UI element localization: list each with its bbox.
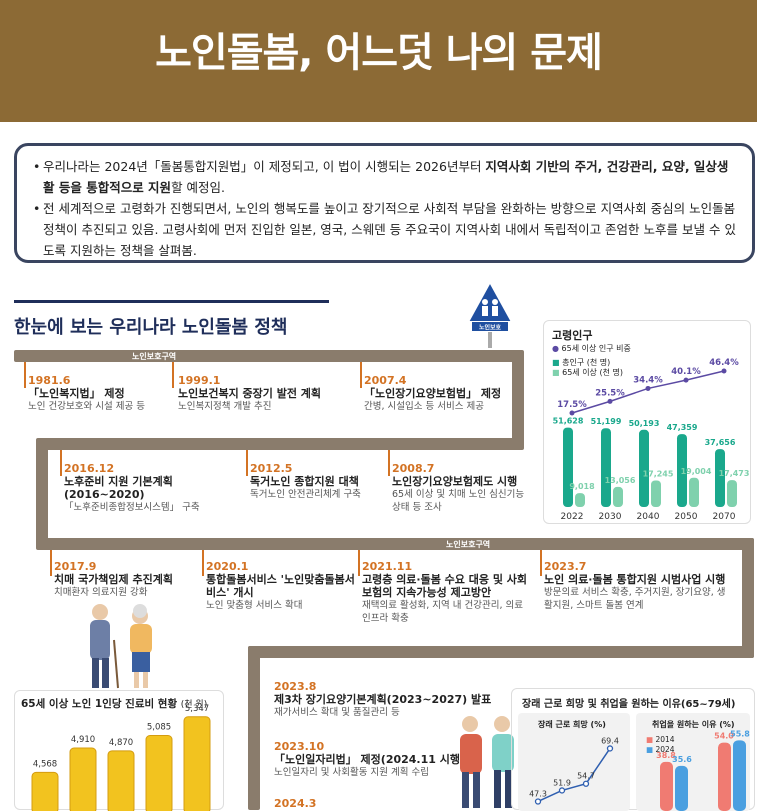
ratio-point xyxy=(646,386,651,391)
work-chart-card: 장래 근로 희망 및 취업을 원하는 이유(65~79세) 장래 근로 희망 (… xyxy=(511,688,755,810)
cost-chart: 4,568 4,910 4,870 5,085 5,347 xyxy=(15,691,225,811)
road-segment-2 xyxy=(36,438,524,450)
bar-total xyxy=(601,428,611,507)
bar-2014 xyxy=(718,743,731,811)
bar-total xyxy=(639,430,649,507)
road-segment-1 xyxy=(14,350,524,362)
intro-paragraph-1: 우리나라는 2024년「돌봄통합지원법」이 제정되고, 이 법이 시행되는 20… xyxy=(33,156,738,198)
intro-p1-text: 우리나라는 2024년「돌봄통합지원법」이 제정되고, 이 법이 시행되는 20… xyxy=(43,159,485,174)
x-tick-label: 2050 xyxy=(675,512,698,522)
label-total: 51,199 xyxy=(591,417,622,426)
elderly-couple-illustration xyxy=(72,600,172,690)
bar-total xyxy=(563,428,573,507)
senior-zone-sign-icon: 노인보호 xyxy=(466,280,514,332)
work-point xyxy=(608,746,613,751)
coin-label: 5,085 xyxy=(147,723,171,733)
work-point-label: 54.7 xyxy=(577,772,595,781)
intro-paragraph-2: 전 세계적으로 고령화가 진행되면서, 노인의 행복도를 높이고 장기적으로 사… xyxy=(33,198,738,261)
bar-elder xyxy=(727,480,737,507)
bar-elder xyxy=(575,493,585,507)
x-tick-label: 2040 xyxy=(637,512,660,522)
label-elder: 17,245 xyxy=(643,469,674,478)
coin-stack xyxy=(108,751,134,811)
intro-p1-end: 할 예정임. xyxy=(171,180,225,195)
work-chart: 47.351.954.769.438.835.654.055.8 xyxy=(512,689,756,811)
coin-stack xyxy=(70,748,96,811)
road-segment-5 xyxy=(248,646,260,810)
bar-2024 xyxy=(733,740,746,811)
intro-box: 우리나라는 2024년「돌봄통합지원법」이 제정되고, 이 법이 시행되는 20… xyxy=(14,143,755,263)
header-banner: 노인돌봄, 어느덧 나의 문제 xyxy=(0,0,757,122)
coin-stack xyxy=(184,717,210,811)
bar-2024 xyxy=(675,766,688,811)
label-elder: 13,056 xyxy=(605,476,636,485)
road-curve-2 xyxy=(36,438,48,550)
label-total: 37,656 xyxy=(705,438,736,447)
work-point xyxy=(536,799,541,804)
coin-label: 5,347 xyxy=(185,704,209,714)
road-segment-3 xyxy=(36,538,754,550)
coin-label: 4,870 xyxy=(109,738,133,748)
ratio-label: 25.5% xyxy=(595,388,625,398)
page-title: 노인돌봄, 어느덧 나의 문제 xyxy=(0,20,757,78)
work-point-label: 69.4 xyxy=(601,736,619,745)
work-point-label: 51.9 xyxy=(553,778,571,787)
x-tick-label: 2070 xyxy=(713,512,736,522)
x-tick-label: 2030 xyxy=(599,512,622,522)
ratio-label: 46.4% xyxy=(709,358,739,368)
label-elder: 17,473 xyxy=(719,469,750,478)
section-underline xyxy=(14,300,329,303)
bar-label-2024: 55.8 xyxy=(730,729,750,738)
coin-stack xyxy=(32,772,58,811)
label-total: 47,359 xyxy=(667,423,698,432)
label-total: 50,193 xyxy=(629,419,660,428)
section-title: 한눈에 보는 우리나라 노인돌봄 정책 xyxy=(14,313,287,339)
sign-label: 노인보호 xyxy=(479,324,502,332)
label-total: 51,628 xyxy=(553,417,584,426)
coin-stack xyxy=(146,736,172,811)
ratio-point xyxy=(722,369,727,374)
label-elder: 19,004 xyxy=(681,467,712,476)
ratio-point xyxy=(570,411,575,416)
x-tick-label: 2022 xyxy=(561,512,584,522)
road-curve-3 xyxy=(742,538,754,658)
population-chart: 51,628 9,018 2022 51,199 13,056 2030 50,193 17,… xyxy=(544,321,752,525)
road-label-2: 노인보호구역 xyxy=(446,539,490,550)
ratio-label: 40.1% xyxy=(671,367,701,377)
bar-2014 xyxy=(660,762,673,811)
ratio-point xyxy=(684,378,689,383)
ratio-label: 34.4% xyxy=(633,375,663,385)
bar-elder xyxy=(613,487,623,507)
work-point-label: 47.3 xyxy=(529,789,547,798)
ratio-point xyxy=(608,399,613,404)
coin-label: 4,568 xyxy=(33,759,57,769)
road-segment-4 xyxy=(248,646,754,658)
bar-elder xyxy=(651,480,661,507)
bar-label-2024: 35.6 xyxy=(672,755,692,764)
coin-label: 4,910 xyxy=(71,735,95,745)
sign-pole xyxy=(488,332,492,348)
bar-elder xyxy=(689,478,699,507)
work-point xyxy=(560,788,565,793)
ratio-label: 17.5% xyxy=(557,400,587,410)
work-line xyxy=(538,748,610,801)
work-point xyxy=(584,781,589,786)
population-chart-card: 고령인구 ● 65세 이상 인구 비중 ■ 총인구 (천 명) ■ 65세 이상… xyxy=(543,320,751,524)
road-label-1: 노인보호구역 xyxy=(132,351,176,362)
label-elder: 9,018 xyxy=(569,482,595,491)
